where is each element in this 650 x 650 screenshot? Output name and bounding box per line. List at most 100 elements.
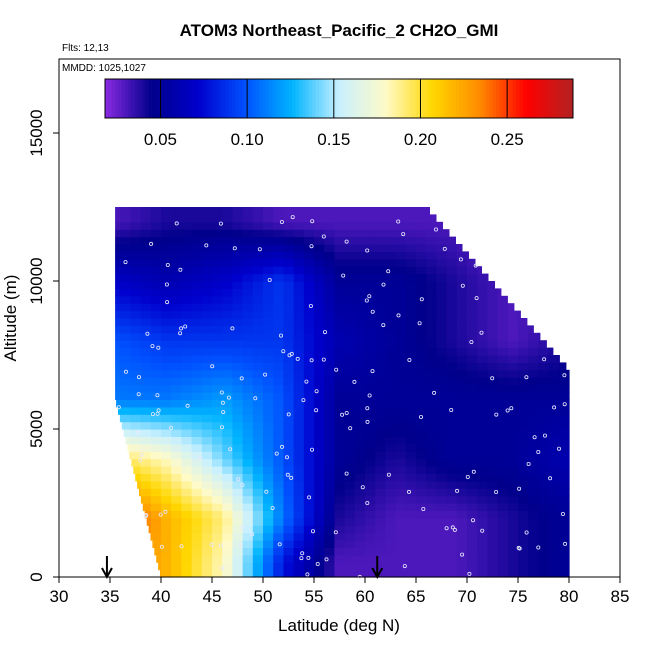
heatmap-cell <box>395 547 407 556</box>
heatmap-cell <box>140 362 152 371</box>
heatmap-cell <box>283 362 295 371</box>
heatmap-cell <box>558 377 570 386</box>
heatmap-cell <box>375 473 386 482</box>
heatmap-cell <box>133 466 142 474</box>
heatmap-cell <box>232 562 244 571</box>
heatmap-cell <box>446 236 456 245</box>
heatmap-cell <box>416 443 427 452</box>
heatmap-cell <box>426 429 437 437</box>
heatmap-cell <box>283 451 295 460</box>
heatmap-cell <box>456 258 468 267</box>
heatmap-cell <box>115 266 121 275</box>
heatmap-cell <box>222 377 233 386</box>
heatmap-cell <box>365 273 376 282</box>
heatmap-cell <box>405 288 417 297</box>
heatmap-cell <box>201 236 213 245</box>
heatmap-cell <box>487 288 499 297</box>
heatmap-cell <box>222 517 233 526</box>
heatmap-cell <box>181 318 193 326</box>
heatmap-cell <box>416 214 427 223</box>
heatmap-cell <box>416 325 427 334</box>
heatmap-cell <box>497 547 509 556</box>
heatmap-cell <box>273 429 284 437</box>
heatmap-cell <box>232 369 244 378</box>
heatmap-cell <box>507 429 519 437</box>
heatmap-cell <box>436 473 448 482</box>
heatmap-cell <box>405 554 417 563</box>
heatmap-cell <box>528 473 539 482</box>
heatmap-cell <box>456 369 468 378</box>
sample-point <box>309 447 314 452</box>
heatmap-cell <box>140 443 152 452</box>
heatmap-cell <box>314 377 325 386</box>
heatmap-cell <box>252 436 264 445</box>
heatmap-cell <box>130 355 142 363</box>
heatmap-cell <box>385 406 397 415</box>
heatmap-cell <box>334 318 346 326</box>
heatmap-cell <box>140 466 152 474</box>
heatmap-cell <box>273 540 284 548</box>
sample-point <box>169 425 174 430</box>
heatmap-cell <box>334 340 346 349</box>
heatmap-cell <box>161 562 172 571</box>
heatmap-cell <box>385 503 397 511</box>
sample-point <box>370 309 375 314</box>
heatmap-cell <box>161 480 172 489</box>
heatmap-cell <box>161 451 172 460</box>
heatmap-cell <box>324 495 335 504</box>
heatmap-cell <box>344 517 356 526</box>
heatmap-cell <box>405 384 417 393</box>
y-tick-label: 5000 <box>27 410 46 448</box>
colorbar-segment <box>412 79 417 118</box>
heatmap-cell <box>242 236 254 245</box>
heatmap-cell <box>161 510 172 519</box>
heatmap-cell <box>115 288 121 297</box>
heatmap-cell <box>446 495 458 504</box>
heatmap-cell <box>436 318 448 326</box>
heatmap-cell <box>120 266 131 275</box>
heatmap-cell <box>161 414 172 423</box>
sample-point <box>352 379 357 384</box>
heatmap-cell <box>283 207 295 215</box>
flights-label: Flts: 12,13 <box>62 43 109 54</box>
x-tick-label: 50 <box>254 587 273 606</box>
heatmap-cell <box>497 288 502 297</box>
heatmap-cell <box>538 554 550 563</box>
heatmap-cell <box>252 303 264 312</box>
heatmap-cell <box>456 406 468 415</box>
heatmap-cell <box>375 399 386 408</box>
heatmap-cell <box>446 273 458 282</box>
sample-point <box>509 406 514 411</box>
heatmap-cell <box>130 207 142 215</box>
heatmap-cell <box>467 392 478 400</box>
heatmap-cell <box>181 266 193 275</box>
heatmap-cell <box>395 251 407 260</box>
heatmap-cell <box>324 377 335 386</box>
heatmap-cell <box>232 547 244 556</box>
heatmap-cell <box>283 458 295 467</box>
heatmap-cell <box>497 332 509 341</box>
heatmap-cell <box>436 362 448 371</box>
heatmap-cell <box>150 258 162 267</box>
sample-point <box>442 246 447 251</box>
heatmap-cell <box>354 355 366 363</box>
heatmap-cell <box>446 288 458 297</box>
heatmap-cell <box>518 384 529 393</box>
sample-point <box>290 215 295 220</box>
heatmap-cell <box>242 347 254 356</box>
heatmap-cell <box>242 547 254 556</box>
heatmap-cell <box>477 436 488 445</box>
heatmap-cell <box>242 295 254 304</box>
heatmap-cell <box>273 332 284 341</box>
colorbar-segment <box>225 79 230 118</box>
heatmap-cell <box>385 384 397 393</box>
heatmap-cell <box>446 332 458 341</box>
sample-point <box>562 402 567 407</box>
heatmap-cell <box>426 258 437 267</box>
heatmap-cell <box>242 281 254 289</box>
heatmap-cell <box>191 384 203 393</box>
heatmap-cell <box>303 266 315 275</box>
sample-point <box>532 435 537 440</box>
sample-point <box>473 263 478 268</box>
heatmap-cell <box>171 281 182 289</box>
